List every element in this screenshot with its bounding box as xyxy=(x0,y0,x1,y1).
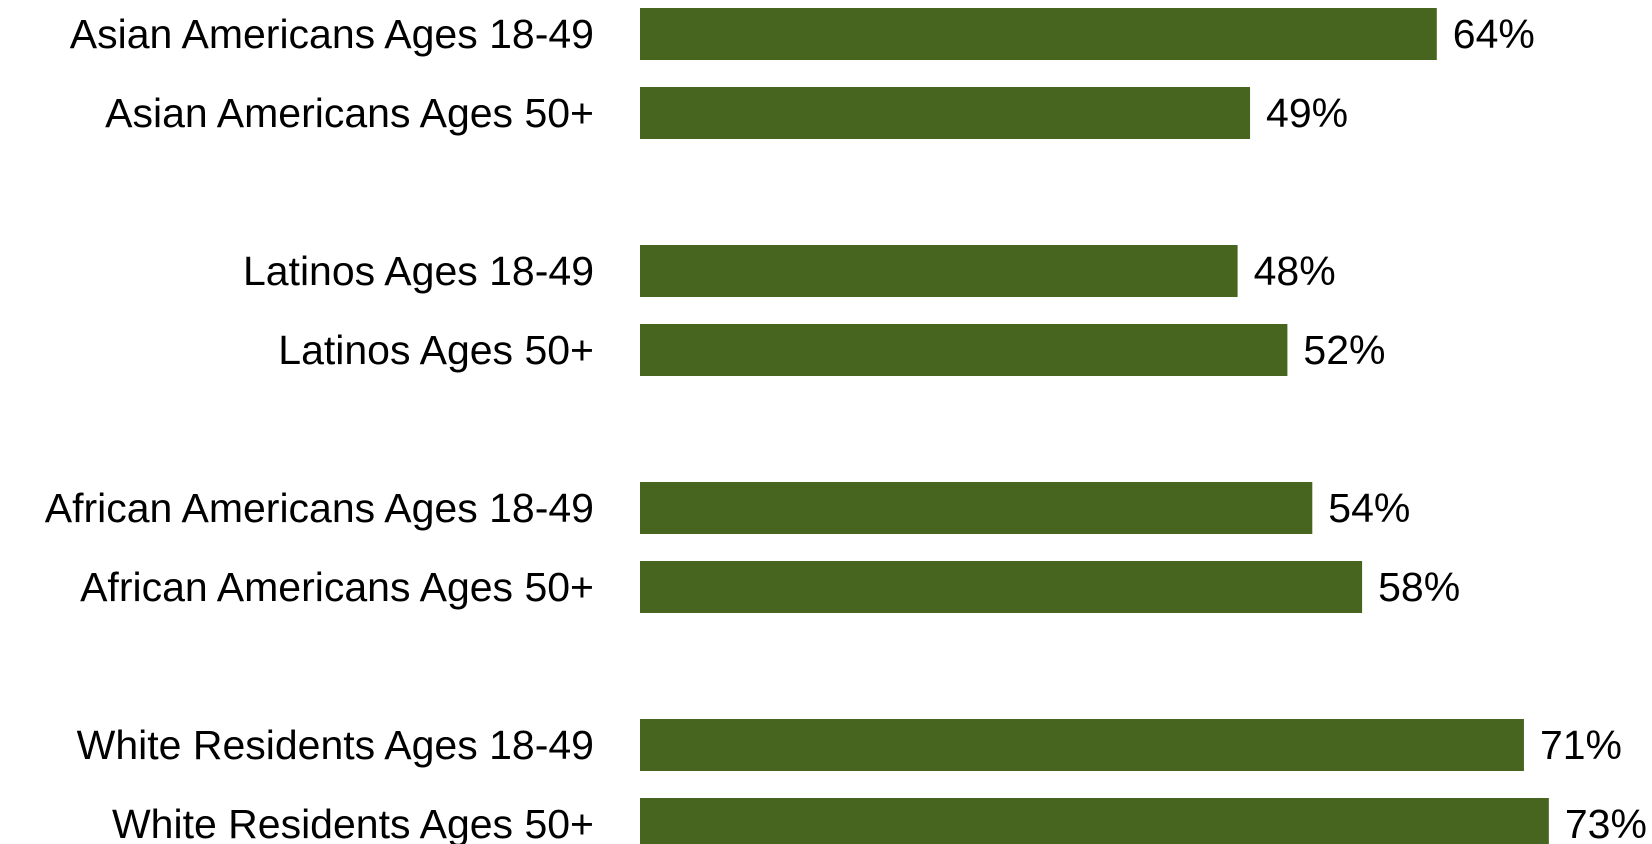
value-labels-group: 64% 49% 48% 52% 54% 58% 71% 73% xyxy=(1254,11,1647,844)
value-label-2: 49% xyxy=(1266,90,1348,136)
category-label-4: Latinos Ages 50+ xyxy=(278,327,594,373)
category-label-7: White Residents Ages 18-49 xyxy=(77,722,594,768)
bar-5 xyxy=(640,482,1313,534)
value-label-1: 64% xyxy=(1453,11,1535,57)
value-label-5: 54% xyxy=(1328,485,1410,531)
bar-4 xyxy=(640,324,1288,376)
category-label-5: African Americans Ages 18-49 xyxy=(45,485,594,531)
bar-1 xyxy=(640,8,1437,60)
value-label-4: 52% xyxy=(1303,327,1385,373)
bars-group xyxy=(640,8,1549,844)
value-label-7: 71% xyxy=(1540,722,1622,768)
bar-2 xyxy=(640,87,1251,139)
bar-3 xyxy=(640,245,1238,297)
category-label-2: Asian Americans Ages 50+ xyxy=(105,90,594,136)
value-label-8: 73% xyxy=(1565,801,1647,844)
category-labels-group: Asian Americans Ages 18-49 Asian American… xyxy=(45,11,594,844)
value-label-6: 58% xyxy=(1378,564,1460,610)
bar-7 xyxy=(640,719,1524,771)
category-label-8: White Residents Ages 50+ xyxy=(112,801,594,844)
category-label-6: African Americans Ages 50+ xyxy=(80,564,594,610)
category-label-1: Asian Americans Ages 18-49 xyxy=(70,11,594,57)
bar-8 xyxy=(640,798,1549,844)
value-label-3: 48% xyxy=(1254,248,1336,294)
category-label-3: Latinos Ages 18-49 xyxy=(243,248,594,294)
bar-6 xyxy=(640,561,1363,613)
